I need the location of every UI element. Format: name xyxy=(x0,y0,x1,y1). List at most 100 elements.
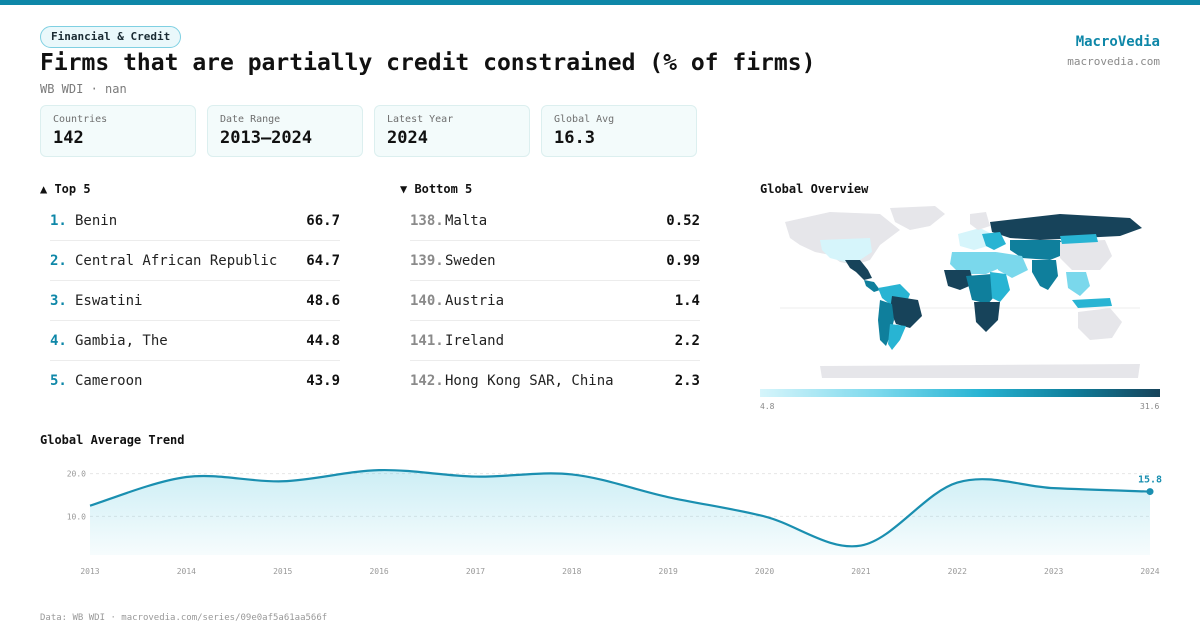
map-region-russia xyxy=(990,214,1142,240)
map-region-mongolia xyxy=(1060,234,1098,244)
map-region-north-africa xyxy=(950,252,1000,274)
map-region-central-africa xyxy=(966,274,998,304)
row-divider xyxy=(50,320,340,321)
list-item[interactable]: 140. Austria 1.4 xyxy=(400,281,700,321)
x-tick-label: 2024 xyxy=(1140,567,1159,576)
trend-chart[interactable]: 10.0 20.0 2013 2014 2015 2016 2017 2018 2019 202… xyxy=(40,455,1170,580)
trend-point[interactable] xyxy=(377,468,381,472)
map-region-central-america xyxy=(864,280,880,292)
list-item[interactable]: 2. Central African Republic 64.7 xyxy=(40,241,340,281)
list-item[interactable]: 3. Eswatini 48.6 xyxy=(40,281,340,321)
trend-point[interactable] xyxy=(88,504,92,508)
trend-last-point[interactable] xyxy=(1146,488,1154,496)
map-color-legend xyxy=(760,389,1160,397)
country-value: 44.8 xyxy=(306,333,340,349)
country-value: 0.99 xyxy=(666,253,700,269)
list-item[interactable]: 5. Cameroon 43.9 xyxy=(40,361,340,401)
trend-point[interactable] xyxy=(281,479,285,483)
map-region-scandinavia xyxy=(970,212,990,230)
stat-card-global-avg: Global Avg 16.3 xyxy=(541,105,697,157)
x-tick-label: 2021 xyxy=(851,567,870,576)
country-name: Hong Kong SAR, China xyxy=(445,373,614,389)
trend-point[interactable] xyxy=(666,495,670,499)
country-value: 64.7 xyxy=(306,253,340,269)
country-value: 48.6 xyxy=(306,293,340,309)
trend-point[interactable] xyxy=(763,514,767,518)
rank-number: 139. xyxy=(410,253,444,269)
world-choropleth-map[interactable] xyxy=(760,200,1160,385)
list-item[interactable]: 139. Sweden 0.99 xyxy=(400,241,700,281)
map-region-southern-africa xyxy=(974,302,1000,332)
top-accent-bar xyxy=(0,0,1200,5)
trend-point[interactable] xyxy=(570,472,574,476)
country-name: Ireland xyxy=(445,333,505,349)
list-item[interactable]: 1. Benin 66.7 xyxy=(40,201,340,241)
map-region-east-africa xyxy=(990,272,1010,302)
trend-point[interactable] xyxy=(859,544,863,548)
stat-value: 16.3 xyxy=(554,128,595,148)
trend-point[interactable] xyxy=(184,475,188,479)
trend-heading: Global Average Trend xyxy=(40,433,185,447)
map-region-middle-east xyxy=(996,252,1028,278)
x-tick-label: 2014 xyxy=(177,567,196,576)
country-name: Central African Republic xyxy=(75,253,278,269)
map-region-mexico xyxy=(845,260,872,280)
country-name: Benin xyxy=(75,213,118,229)
country-value: 66.7 xyxy=(306,213,340,229)
stat-value: 142 xyxy=(53,128,84,148)
map-region-central-asia xyxy=(1010,240,1070,260)
country-name: Cameroon xyxy=(75,373,143,389)
country-name: Austria xyxy=(445,293,505,309)
country-value: 1.4 xyxy=(674,293,700,309)
rank-number: 4. xyxy=(50,333,67,349)
map-region-argentina xyxy=(888,324,906,350)
row-divider xyxy=(410,280,700,281)
map-region-usa xyxy=(820,238,872,262)
stat-label: Countries xyxy=(53,114,108,125)
list-item[interactable]: 4. Gambia, The 44.8 xyxy=(40,321,340,361)
rank-number: 138. xyxy=(410,213,444,229)
trend-point[interactable] xyxy=(473,475,477,479)
brand-url[interactable]: macrovedia.com xyxy=(1067,55,1160,68)
top5-list: 1. Benin 66.7 2. Central African Republi… xyxy=(40,201,340,401)
rank-number: 5. xyxy=(50,373,67,389)
list-item[interactable]: 141. Ireland 2.2 xyxy=(400,321,700,361)
x-tick-label: 2019 xyxy=(659,567,678,576)
source-footer: Data: WB WDI · macrovedia.com/series/09e… xyxy=(40,613,328,623)
bottom5-list: 138. Malta 0.52 139. Sweden 0.99 140. Au… xyxy=(400,201,700,401)
country-name: Gambia, The xyxy=(75,333,168,349)
x-tick-label: 2020 xyxy=(755,567,774,576)
trend-last-value-label: 15.8 xyxy=(1138,475,1162,486)
stat-value: 2024 xyxy=(387,128,428,148)
trend-point[interactable] xyxy=(1052,486,1056,490)
stat-label: Global Avg xyxy=(554,114,615,125)
x-tick-label: 2022 xyxy=(948,567,967,576)
rank-number: 141. xyxy=(410,333,444,349)
country-value: 2.3 xyxy=(674,373,700,389)
country-name: Sweden xyxy=(445,253,496,269)
rank-number: 142. xyxy=(410,373,444,389)
rank-number: 140. xyxy=(410,293,444,309)
category-pill[interactable]: Financial & Credit xyxy=(40,26,182,48)
stat-value: 2013–2024 xyxy=(220,128,313,148)
trend-point[interactable] xyxy=(955,481,959,485)
row-divider xyxy=(410,320,700,321)
map-region-australia xyxy=(1078,308,1122,340)
list-item[interactable]: 142. Hong Kong SAR, China 2.3 xyxy=(400,361,700,401)
bottom5-heading: ▼ Bottom 5 xyxy=(400,182,473,196)
stat-card-date-range: Date Range 2013–2024 xyxy=(207,105,363,157)
x-tick-label: 2016 xyxy=(369,567,388,576)
x-tick-label: 2018 xyxy=(562,567,581,576)
brand-logo-text[interactable]: MacroVedia xyxy=(1075,34,1160,50)
country-name: Eswatini xyxy=(75,293,143,309)
map-region-antarctica xyxy=(820,364,1140,378)
y-tick-label: 10.0 xyxy=(67,512,86,521)
map-region-west-africa xyxy=(944,270,974,290)
map-region-southeast-asia xyxy=(1066,272,1090,296)
row-divider xyxy=(410,240,700,241)
rank-number: 2. xyxy=(50,253,67,269)
map-region-china xyxy=(1060,240,1112,270)
x-tick-label: 2023 xyxy=(1044,567,1063,576)
list-item[interactable]: 138. Malta 0.52 xyxy=(400,201,700,241)
x-tick-label: 2015 xyxy=(273,567,292,576)
